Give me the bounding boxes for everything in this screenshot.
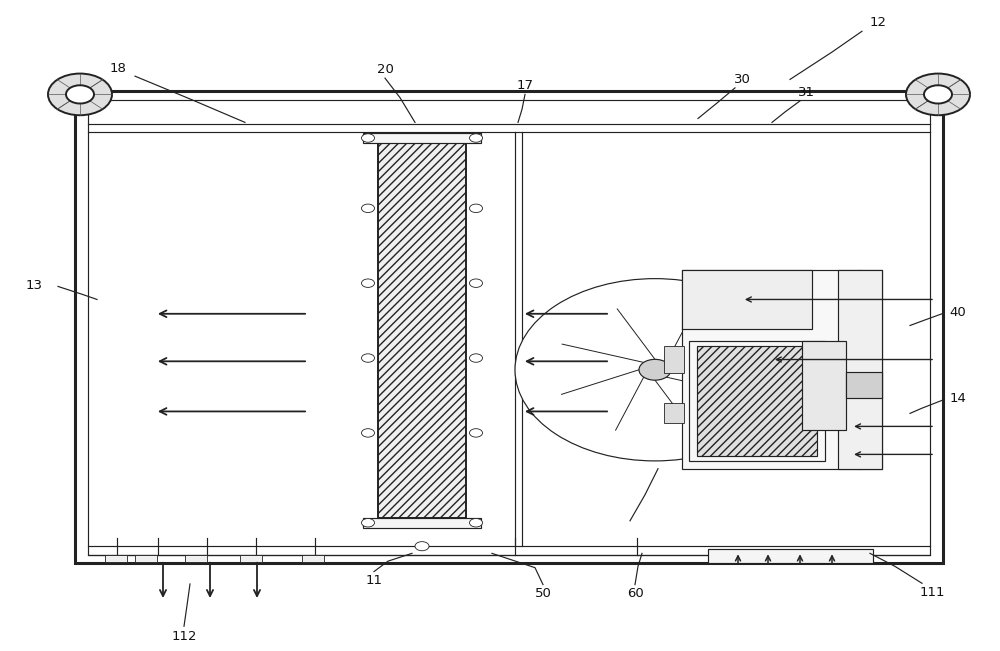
Bar [682, 270, 882, 469]
Bar [105, 555, 127, 562]
Circle shape [470, 204, 482, 212]
Bar [697, 346, 817, 456]
Text: 111: 111 [919, 586, 945, 599]
Bar [302, 555, 324, 562]
Circle shape [362, 279, 374, 288]
Bar [689, 341, 825, 461]
Circle shape [924, 85, 952, 104]
Circle shape [362, 354, 374, 363]
Text: 50: 50 [535, 587, 551, 600]
Text: 11: 11 [366, 574, 382, 587]
Circle shape [362, 204, 374, 212]
Bar [240, 555, 262, 562]
Bar [135, 555, 157, 562]
Text: 30: 30 [734, 73, 750, 86]
Bar [664, 404, 684, 423]
Text: 12: 12 [870, 16, 887, 29]
Text: 17: 17 [516, 79, 534, 92]
Circle shape [470, 429, 482, 437]
Bar [664, 346, 684, 372]
Bar [802, 340, 846, 430]
Circle shape [470, 279, 482, 288]
Circle shape [470, 354, 482, 363]
Bar [378, 143, 466, 518]
Text: 18: 18 [110, 62, 126, 75]
Bar [363, 518, 481, 528]
Text: 60: 60 [627, 587, 643, 600]
Circle shape [639, 359, 671, 380]
Circle shape [362, 518, 374, 527]
Bar [846, 372, 882, 398]
Circle shape [415, 542, 429, 551]
Circle shape [362, 134, 374, 143]
Circle shape [470, 134, 482, 143]
Circle shape [515, 279, 795, 461]
Text: 14: 14 [950, 392, 966, 405]
Text: 112: 112 [171, 630, 197, 643]
Circle shape [66, 85, 94, 104]
Text: 40: 40 [950, 306, 966, 319]
Text: 20: 20 [377, 63, 393, 76]
Bar [88, 100, 930, 555]
Circle shape [470, 518, 482, 527]
Circle shape [906, 74, 970, 115]
Text: 31: 31 [798, 86, 814, 99]
Bar [185, 555, 207, 562]
Bar [682, 270, 812, 329]
Bar [838, 270, 882, 469]
Circle shape [362, 429, 374, 437]
Bar [75, 91, 943, 563]
Bar [708, 549, 873, 563]
Bar [363, 133, 481, 143]
Circle shape [48, 74, 112, 115]
Text: 13: 13 [26, 279, 42, 292]
